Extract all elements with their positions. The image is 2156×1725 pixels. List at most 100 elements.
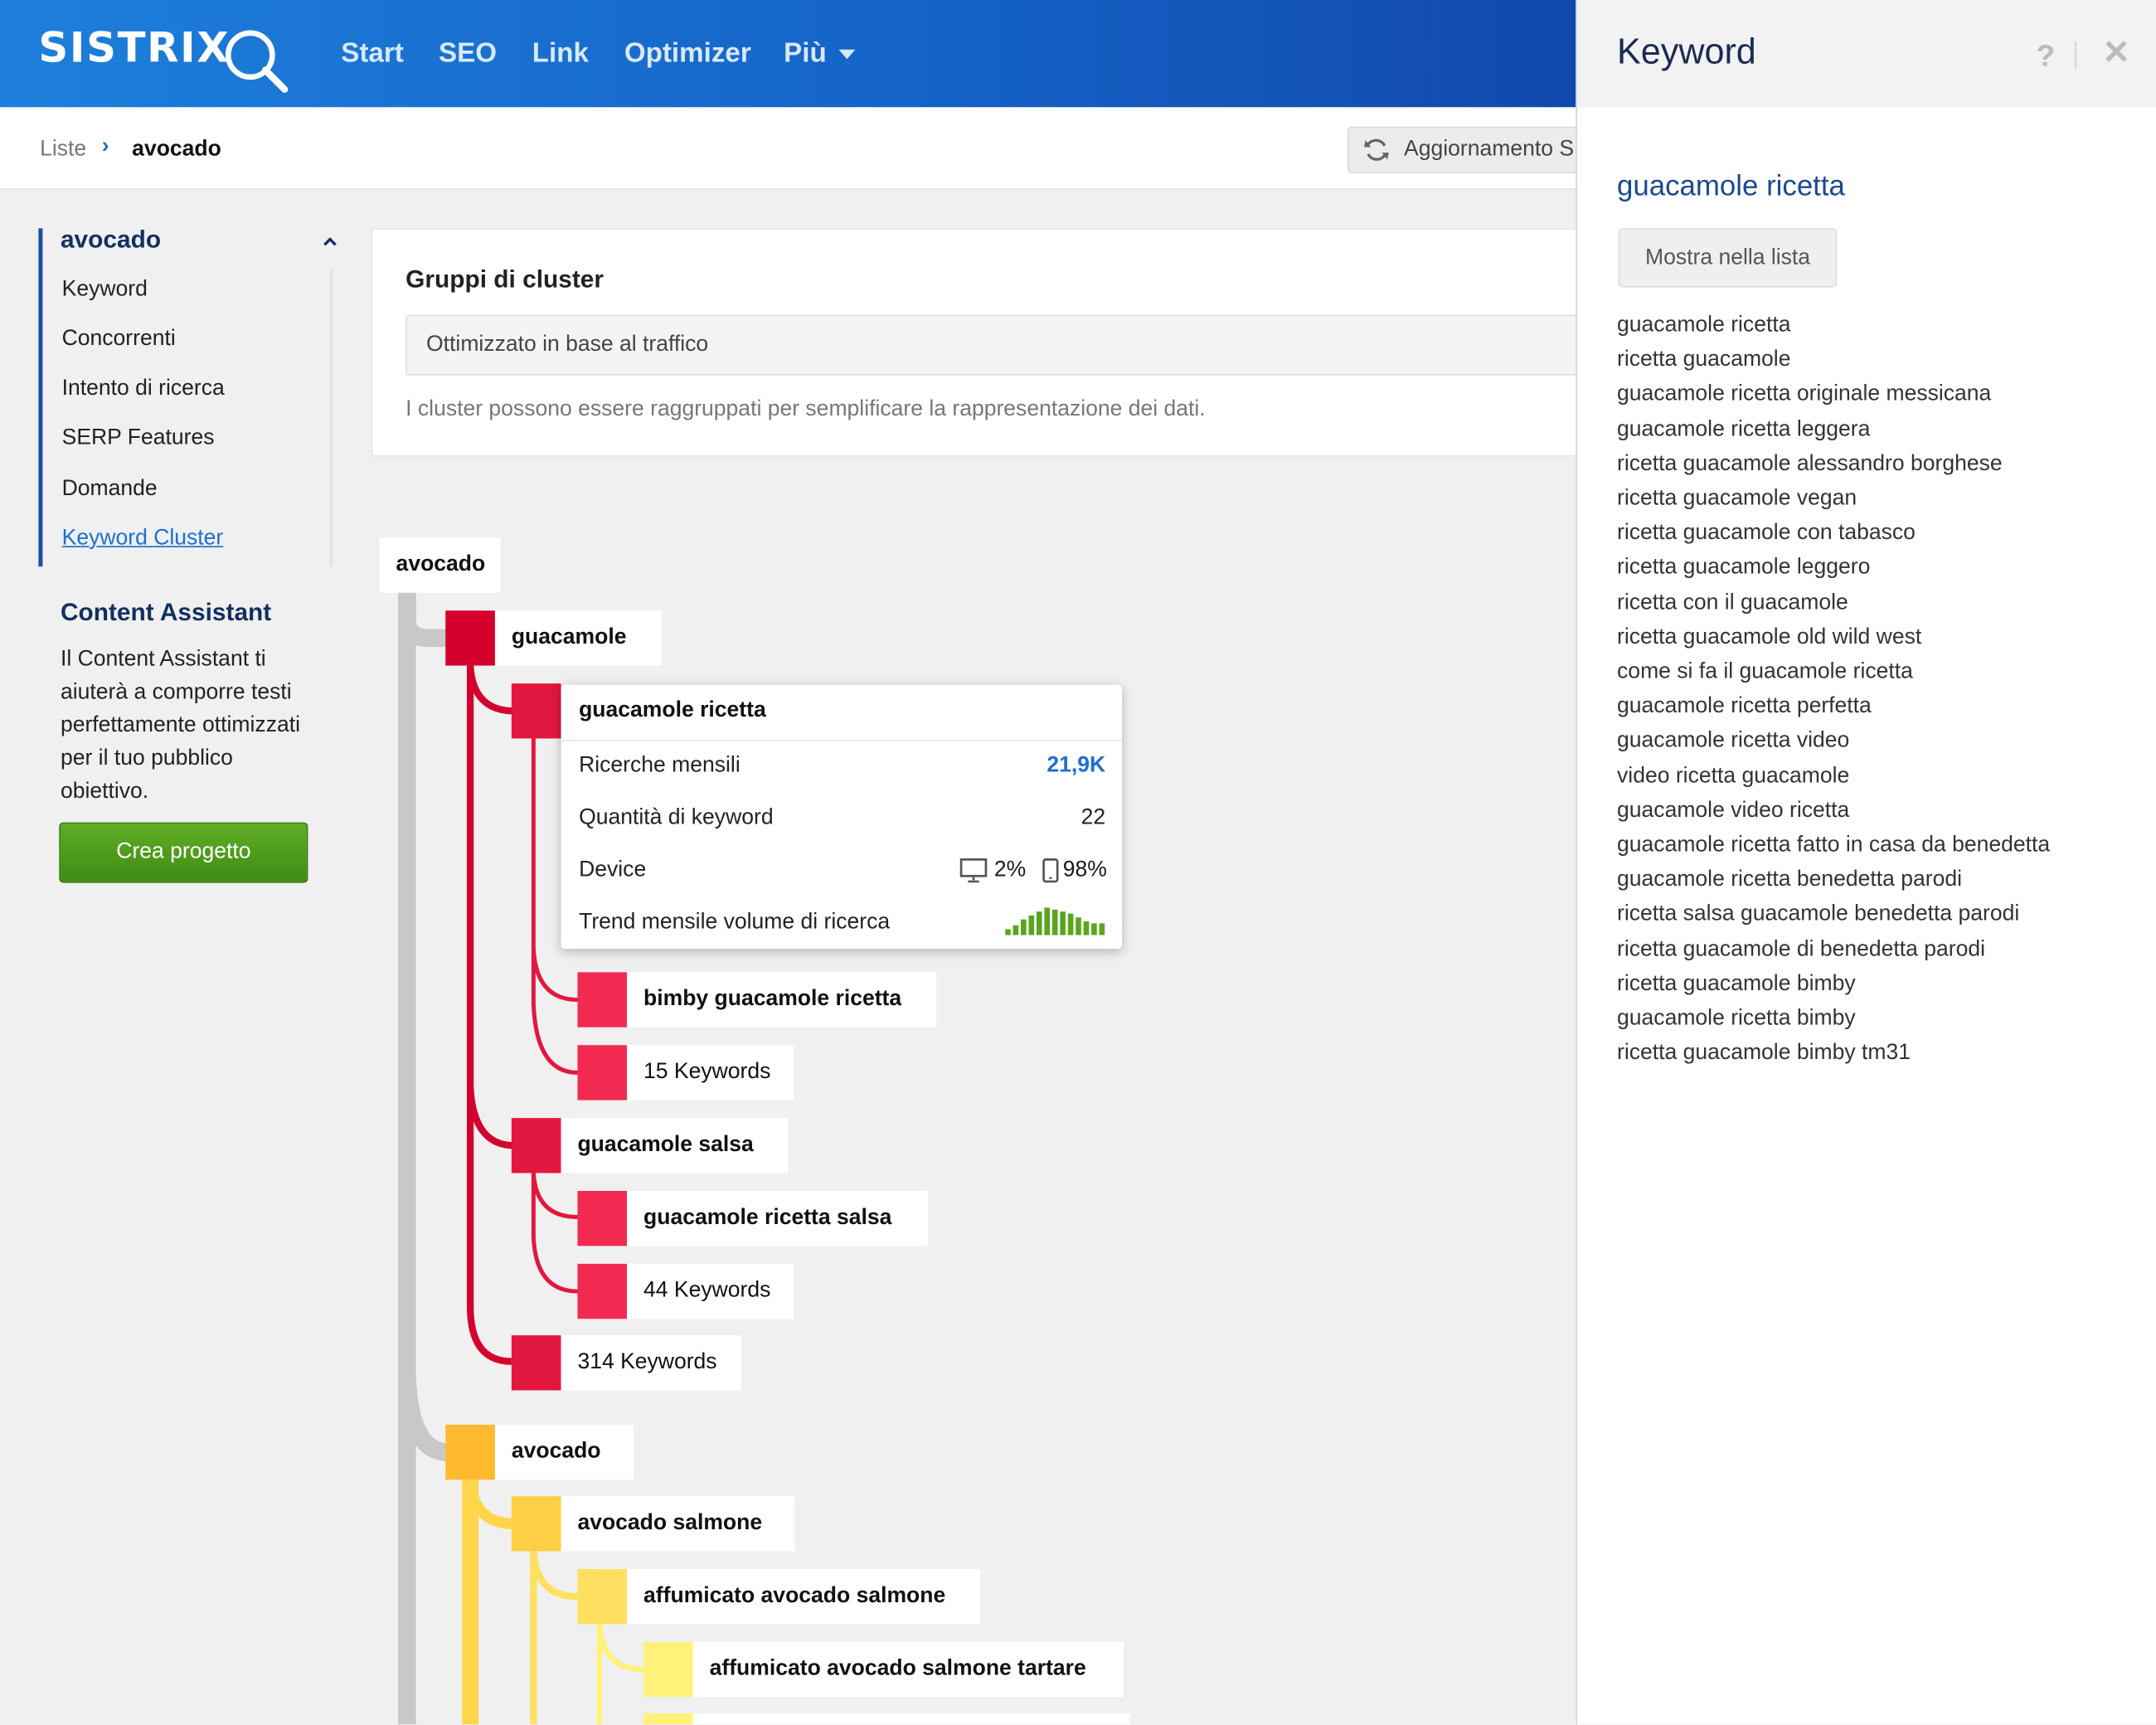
sidebar-item-domande[interactable]: Domande	[61, 477, 158, 501]
list-item: come si fa il guacamole ricetta	[1617, 659, 1913, 684]
cluster-color-marker	[445, 610, 495, 666]
cluster-node-bimby-guacamole-ricetta[interactable]: bimby guacamole ricetta	[627, 972, 937, 1028]
logo[interactable]: SISTRIX	[38, 24, 231, 73]
refresh-label: Aggiornamento S	[1404, 137, 1575, 162]
nav-more[interactable]: Più	[784, 38, 827, 69]
close-icon[interactable]: ✕	[2102, 34, 2130, 72]
list-item: ricetta guacamole leggero	[1617, 556, 1871, 580]
cluster-tooltip: guacamole ricetta Ricerche mensili 21,9K…	[561, 684, 1123, 950]
list-item: guacamole video ricetta	[1617, 799, 1850, 823]
cluster-node-guacamole[interactable]: guacamole	[494, 610, 662, 666]
sidebar-item-intento[interactable]: Intento di ricerca	[61, 377, 225, 401]
cluster-node-314-keywords[interactable]: 314 Keywords	[561, 1335, 741, 1391]
trend-bar	[1091, 923, 1097, 935]
trend-bar	[1099, 923, 1105, 935]
trend-bar	[1060, 911, 1066, 935]
logo-magnifier-icon	[225, 30, 289, 93]
top-header: SISTRIX Start SEO Link Optimizer Più	[0, 0, 1576, 108]
cluster-groups-hint: I cluster possono essere raggruppati per…	[405, 397, 1206, 421]
list-item: ricetta guacamole alessandro borghese	[1617, 452, 2003, 476]
create-project-button[interactable]: Crea progetto	[59, 822, 308, 883]
trend-bar	[1012, 925, 1019, 935]
tooltip-trend-label: Trend mensile volume di ricerca	[579, 910, 891, 934]
keyword-side-panel: Keyword ? ✕ guacamole ricetta Mostra nel…	[1576, 0, 2156, 1725]
panel-header-divider	[2075, 41, 2076, 69]
cluster-node-15-keywords[interactable]: 15 Keywords	[627, 1045, 794, 1101]
help-icon[interactable]: ?	[2036, 38, 2056, 73]
list-item: guacamole ricetta originale messicana	[1617, 382, 1992, 406]
cluster-tree-connectors	[398, 591, 1131, 1725]
breadcrumb-current: avocado	[132, 137, 221, 162]
panel-header: Keyword ? ✕	[1576, 0, 2156, 108]
panel-title: Keyword	[1617, 30, 1756, 72]
cluster-node-avocado[interactable]: avocado	[494, 1424, 634, 1480]
sidebar-divider	[329, 270, 333, 567]
cluster-node-affumicato-avocado-salmone-tartare[interactable]: affumicato avocado salmone tartare	[692, 1641, 1124, 1698]
list-item: ricetta guacamole con tabasco	[1617, 521, 1916, 546]
breadcrumb-root[interactable]: Liste	[40, 137, 87, 162]
tooltip-device-mobile-value: 98%	[1062, 858, 1107, 882]
cluster-node-affumicato-avocado-salmone[interactable]: affumicato avocado salmone	[627, 1569, 981, 1625]
cluster-color-marker	[577, 1569, 628, 1625]
trend-bar	[1005, 929, 1011, 935]
list-item: guacamole ricetta bimby	[1617, 1006, 1856, 1031]
chevron-up-icon[interactable]	[322, 234, 338, 250]
list-item: ricetta guacamole vegan	[1617, 487, 1857, 511]
list-item: ricetta con il guacamole	[1617, 590, 1848, 615]
cluster-groups-select[interactable]: Ottimizzato in base al traffico	[405, 314, 1616, 376]
tooltip-trend-sparkline	[1005, 907, 1105, 935]
sidebar-item-concorrenti[interactable]: Concorrenti	[61, 327, 176, 351]
trend-bar	[1076, 917, 1081, 935]
cluster-color-marker	[511, 1118, 561, 1173]
panel-keyword-title: guacamole ricetta	[1617, 170, 1845, 202]
show-in-list-button[interactable]: Mostra nella lista	[1618, 228, 1838, 288]
list-item: ricetta guacamole bimby	[1617, 972, 1856, 996]
cluster-node-guacamole-ricetta-salsa[interactable]: guacamole ricetta salsa	[627, 1191, 929, 1246]
list-item: guacamole ricetta fatto in casa da bened…	[1617, 833, 2051, 858]
tooltip-device-label: Device	[579, 858, 647, 882]
list-item: ricetta guacamole	[1617, 347, 1791, 372]
nav-seo[interactable]: SEO	[438, 38, 498, 69]
cluster-node-44-keywords[interactable]: 44 Keywords	[627, 1263, 794, 1319]
cluster-color-marker	[643, 1641, 693, 1698]
list-item: ricetta guacamole bimby tm31	[1617, 1041, 1911, 1065]
sidebar-item-keyword-cluster[interactable]: Keyword Cluster	[61, 527, 224, 551]
trend-bar	[1051, 909, 1058, 935]
cluster-color-marker	[577, 972, 628, 1028]
trend-bar	[1021, 919, 1027, 935]
content-assistant-title: Content Assistant	[60, 598, 272, 626]
list-item: guacamole ricetta perfetta	[1617, 694, 1872, 718]
refresh-button[interactable]: Aggiornamento S	[1348, 126, 1595, 173]
sidebar-title[interactable]: avocado	[60, 225, 162, 254]
chevron-down-icon[interactable]	[838, 49, 856, 60]
tooltip-title: guacamole ricetta	[579, 698, 766, 722]
cluster-color-marker	[511, 1335, 561, 1391]
breadcrumb: Liste › avocado	[0, 107, 1576, 190]
cluster-groups-card: Gruppi di cluster Ottimizzato in base al…	[371, 228, 1616, 457]
trend-bar	[1028, 915, 1035, 935]
tree-root-node[interactable]: avocado	[379, 537, 501, 593]
sidebar-active-indicator	[38, 228, 43, 567]
sidebar-item-serp-features[interactable]: SERP Features	[61, 426, 215, 450]
trend-bar	[1067, 913, 1074, 935]
cluster-color-marker	[577, 1263, 628, 1319]
tooltip-keyword-count-label: Quantità di keyword	[579, 805, 774, 829]
list-item: ricetta salsa guacamole benedetta parodi	[1617, 902, 2020, 926]
list-item: guacamole ricetta benedetta parodi	[1617, 867, 1962, 892]
chevron-right-icon: ›	[101, 134, 109, 158]
nav-optimizer[interactable]: Optimizer	[624, 38, 751, 69]
cluster-color-marker	[577, 1045, 628, 1101]
cluster-color-marker	[577, 1191, 628, 1246]
sidebar-item-keyword[interactable]: Keyword	[61, 277, 148, 302]
desktop-icon	[959, 858, 988, 883]
cluster-node-avocado-salmone[interactable]: avocado salmone	[561, 1496, 795, 1552]
mobile-icon	[1042, 858, 1059, 883]
tooltip-keyword-count-value: 22	[1080, 805, 1106, 829]
nav-start[interactable]: Start	[341, 38, 404, 69]
cluster-node-guacamole-salsa[interactable]: guacamole salsa	[561, 1118, 789, 1173]
tooltip-searches-label: Ricerche mensili	[579, 753, 741, 777]
panel-keyword-list: guacamole ricetta ricetta guacamole guac…	[1617, 308, 2139, 1070]
nav-link[interactable]: Link	[532, 38, 589, 69]
refresh-icon	[1363, 138, 1389, 161]
